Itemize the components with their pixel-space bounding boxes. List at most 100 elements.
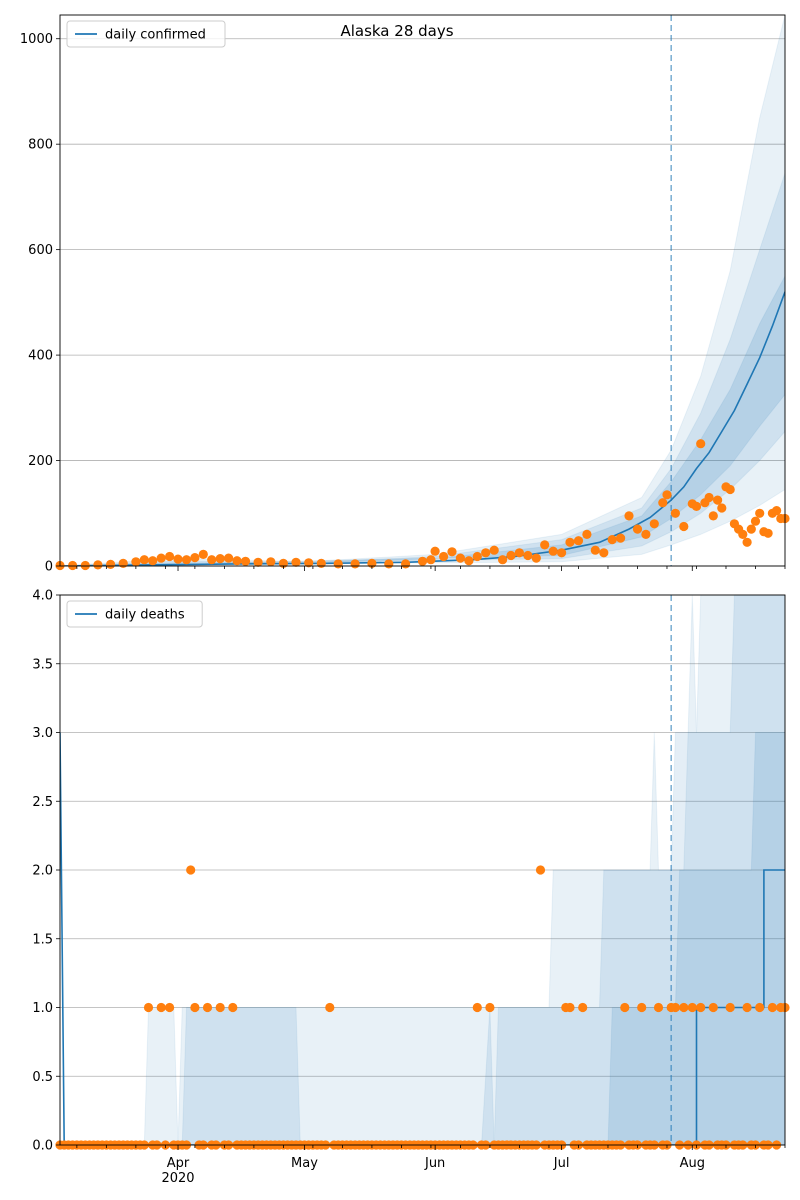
data-point — [417, 556, 428, 566]
data-point — [333, 559, 343, 569]
confirmed-chart: 0 200 400 600 800 1000 daily confirmed — [20, 14, 790, 575]
data-point — [207, 555, 217, 565]
data-point — [767, 1002, 778, 1013]
data-point — [620, 1002, 630, 1013]
data-point — [498, 555, 508, 565]
data-point — [750, 516, 761, 526]
data-point — [679, 1002, 689, 1013]
data-point — [708, 511, 718, 521]
data-point — [641, 529, 651, 540]
data-point — [713, 495, 723, 505]
data-point — [717, 503, 727, 513]
data-point — [670, 1002, 681, 1013]
uncertainty-band — [60, 595, 785, 1145]
data-point — [165, 551, 175, 562]
data-point — [742, 537, 752, 547]
data-point — [80, 560, 90, 571]
y-tick-label: 4.0 — [32, 589, 53, 604]
data-point — [658, 498, 668, 508]
data-point — [742, 1002, 752, 1013]
legend: daily confirmed — [66, 20, 226, 48]
y-tick-label: 1.0 — [32, 1001, 53, 1016]
data-point — [304, 558, 314, 568]
data-point — [763, 528, 773, 538]
data-point — [573, 536, 584, 546]
data-point — [401, 559, 411, 569]
data-point — [215, 1002, 225, 1013]
data-point — [582, 529, 592, 540]
y-tick-label: 1000 — [20, 32, 53, 47]
data-point — [190, 553, 200, 563]
data-point — [599, 548, 609, 558]
y-tick-label: 800 — [28, 138, 53, 153]
data-point — [540, 540, 550, 550]
x-tick-label: May — [291, 1156, 318, 1171]
uncertainty-band — [60, 595, 785, 1145]
data-point — [325, 1002, 335, 1013]
data-point — [426, 555, 436, 565]
y-tick-label: 0.0 — [32, 1139, 53, 1154]
legend-label: daily deaths — [105, 608, 185, 623]
y-tick-label: 2.0 — [32, 864, 53, 879]
data-point — [557, 548, 567, 558]
legend-box — [66, 600, 203, 628]
data-point — [632, 524, 643, 534]
data-point — [106, 559, 116, 570]
data-point — [696, 439, 706, 449]
data-point — [548, 546, 558, 556]
data-point — [143, 1002, 154, 1013]
data-point — [616, 533, 626, 543]
data-point — [68, 560, 78, 571]
data-point — [708, 1002, 718, 1013]
data-point — [649, 519, 659, 529]
data-point — [384, 559, 394, 569]
y-tick-label: 2.5 — [32, 795, 53, 810]
data-point — [481, 548, 491, 558]
data-point — [350, 559, 360, 569]
data-point — [190, 1002, 200, 1013]
data-point — [181, 555, 192, 565]
data-point — [687, 1002, 697, 1013]
data-point — [624, 511, 634, 521]
data-point — [472, 551, 482, 562]
y-tick-label: 3.5 — [32, 657, 53, 672]
data-point — [472, 1002, 482, 1013]
data-point — [725, 1002, 735, 1013]
data-point — [224, 553, 234, 563]
data-point — [464, 556, 474, 566]
data-point — [565, 537, 575, 547]
plot-area — [60, 15, 785, 566]
x-tick-label: Apr — [167, 1156, 190, 1171]
data-point — [725, 484, 735, 495]
figure-title: Alaska 28 days — [340, 22, 453, 40]
data-point — [578, 1002, 588, 1013]
data-point — [506, 550, 516, 561]
data-point — [590, 545, 600, 555]
data-point — [228, 1002, 238, 1013]
data-point — [738, 529, 748, 540]
x-tick-sublabel: 2020 — [161, 1171, 194, 1186]
x-tick-label: Jul — [553, 1156, 570, 1171]
data-point — [447, 547, 457, 557]
y-tick-label: 1.5 — [32, 932, 53, 947]
data-point — [679, 521, 689, 532]
y-tick-label: 3.0 — [32, 726, 53, 741]
legend: daily deaths — [66, 600, 203, 628]
data-point — [691, 501, 702, 511]
data-point — [637, 1002, 647, 1013]
legend-label: daily confirmed — [105, 28, 206, 43]
data-point — [215, 554, 225, 564]
data-point — [173, 554, 183, 564]
x-tick-label: Aug — [680, 1156, 705, 1171]
x-tick-label: Jun — [424, 1156, 445, 1171]
data-point — [439, 551, 449, 562]
data-point — [455, 553, 465, 563]
data-point — [253, 557, 263, 567]
y-tick-label: 0 — [45, 560, 53, 575]
legend-box — [66, 20, 226, 48]
data-point — [156, 553, 166, 563]
data-point — [93, 560, 103, 570]
data-point — [118, 558, 128, 569]
